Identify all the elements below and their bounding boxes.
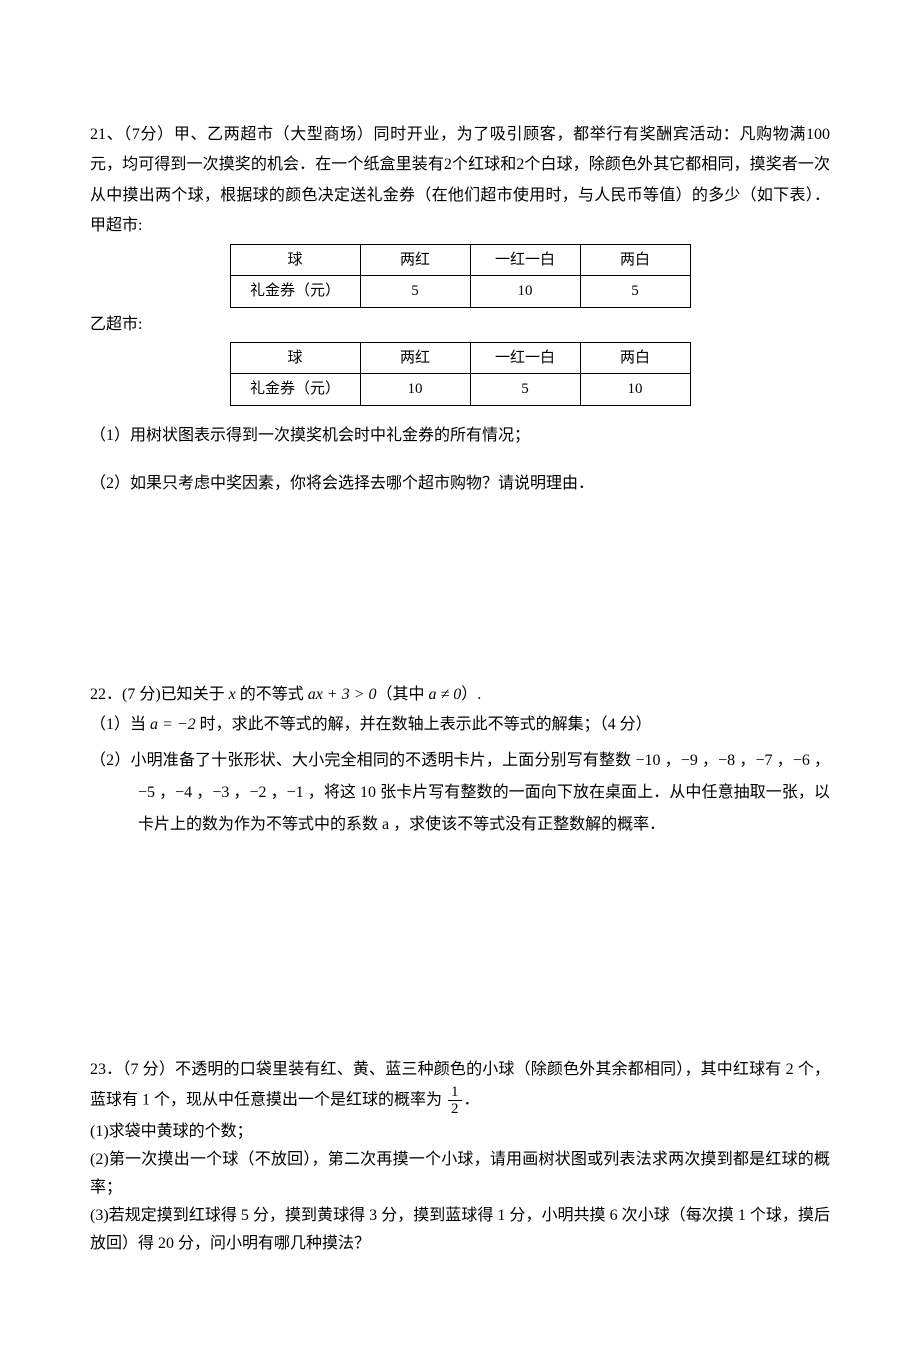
table-row: 礼金券（元） 10 5 10 <box>230 374 690 406</box>
table-header: 两红 <box>360 342 470 374</box>
q22-intro: 22．(7 分)已知关于 x 的不等式 ax + 3 > 0（其中 a ≠ 0）… <box>90 680 830 710</box>
q21-subquestions: （1）用树状图表示得到一次摸奖机会时中礼金券的所有情况； （2）如果只考虑中奖因… <box>90 421 830 500</box>
q21-yi-table-wrapper: 球 两红 一红一白 两白 礼金券（元） 10 5 10 <box>90 342 830 406</box>
fraction-half: 12 <box>448 1084 462 1118</box>
table-cell: 5 <box>360 276 470 308</box>
q21-jia-table-wrapper: 球 两红 一红一白 两白 礼金券（元） 5 10 5 <box>90 244 830 308</box>
table-cell: 10 <box>580 374 690 406</box>
table-cell: 5 <box>470 374 580 406</box>
q23-intro: 23．（7 分）不透明的口袋里装有红、黄、蓝三种颜色的小球（除颜色外其余都相同）… <box>90 1056 830 1118</box>
table-cell: 10 <box>470 276 580 308</box>
table-row: 礼金券（元） 5 10 5 <box>230 276 690 308</box>
table-row: 球 两红 一红一白 两白 <box>230 342 690 374</box>
table-cell: 礼金券（元） <box>230 374 360 406</box>
spacer <box>90 871 830 1056</box>
table-cell: 5 <box>580 276 690 308</box>
q21-sub1: （1）用树状图表示得到一次摸奖机会时中礼金券的所有情况； <box>90 421 830 451</box>
table-header: 两白 <box>580 244 690 276</box>
table-cell: 10 <box>360 374 470 406</box>
table-header: 球 <box>230 342 360 374</box>
table-row: 球 两红 一红一白 两白 <box>230 244 690 276</box>
q21-jia-table: 球 两红 一红一白 两白 礼金券（元） 5 10 5 <box>230 244 691 308</box>
table-header: 球 <box>230 244 360 276</box>
q22-sub2: （2）小明准备了十张形状、大小完全相同的不透明卡片，上面分别写有整数 −10 ，… <box>90 745 830 841</box>
q23-sub2: (2)第一次摸出一个球（不放回），第二次再摸一个小球，请用画树状图或列表法求两次… <box>90 1146 830 1202</box>
spacer <box>90 530 830 680</box>
q21-yi-table: 球 两红 一红一白 两白 礼金券（元） 10 5 10 <box>230 342 691 406</box>
q23-sub1: (1)求袋中黄球的个数； <box>90 1118 830 1146</box>
q21-sub2: （2）如果只考虑中奖因素，你将会选择去哪个超市购物？请说明理由． <box>90 469 830 499</box>
table-header: 两白 <box>580 342 690 374</box>
question-22: 22．(7 分)已知关于 x 的不等式 ax + 3 > 0（其中 a ≠ 0）… <box>90 680 830 841</box>
q23-sub3: (3)若规定摸到红球得 5 分，摸到黄球得 3 分，摸到蓝球得 1 分，小明共摸… <box>90 1202 830 1258</box>
question-23: 23．（7 分）不透明的口袋里装有红、黄、蓝三种颜色的小球（除颜色外其余都相同）… <box>90 1056 830 1258</box>
question-21: 21、（7分）甲、乙两超市（大型商场）同时开业，为了吸引顾客，都举行有奖酬宾活动… <box>90 120 830 500</box>
table-cell: 礼金券（元） <box>230 276 360 308</box>
table-header: 一红一白 <box>470 244 580 276</box>
q21-intro: 21、（7分）甲、乙两超市（大型商场）同时开业，为了吸引顾客，都举行有奖酬宾活动… <box>90 120 830 242</box>
table-header: 两红 <box>360 244 470 276</box>
q21-yi-label: 乙超市: <box>90 310 830 340</box>
q22-sub1: （1）当 a = −2 时，求此不等式的解，并在数轴上表示此不等式的解集；（4 … <box>90 710 830 740</box>
table-header: 一红一白 <box>470 342 580 374</box>
